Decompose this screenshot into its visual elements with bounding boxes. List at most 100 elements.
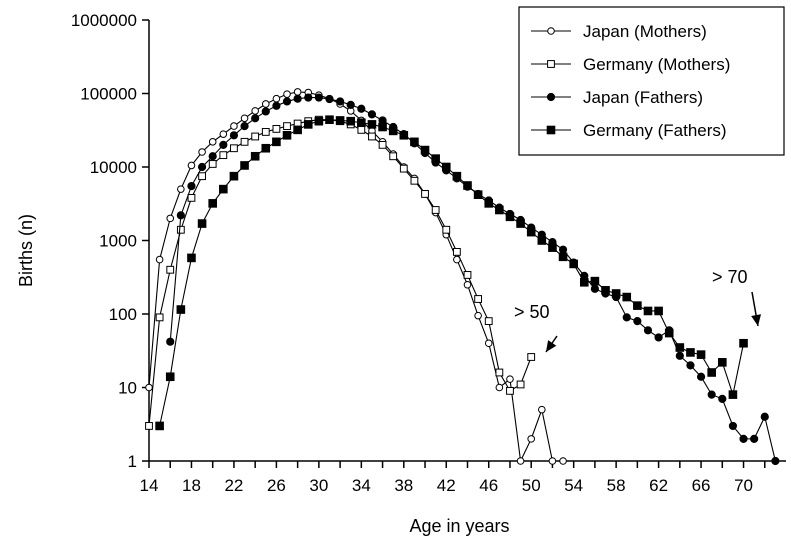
data-point — [198, 148, 206, 156]
data-point — [484, 317, 493, 326]
data-point — [463, 181, 472, 190]
data-point — [219, 151, 228, 160]
data-point — [357, 118, 366, 128]
data-point — [707, 390, 716, 399]
x-tick-label: 46 — [479, 476, 498, 495]
data-point — [240, 161, 249, 170]
data-point — [389, 152, 398, 161]
data-point — [282, 130, 292, 140]
data-point — [219, 130, 228, 138]
data-point — [177, 185, 185, 193]
x-tick-label: 54 — [564, 476, 583, 495]
data-point — [718, 358, 727, 367]
x-tick-label: 42 — [437, 476, 456, 495]
data-point — [643, 306, 653, 316]
data-point — [441, 162, 451, 172]
data-point — [166, 337, 175, 346]
data-point — [367, 110, 377, 119]
data-point — [431, 206, 440, 214]
data-point — [590, 284, 600, 293]
series-filled-square — [155, 115, 748, 431]
data-point — [654, 333, 663, 342]
data-point — [388, 126, 398, 136]
data-point — [187, 193, 196, 202]
data-point — [675, 343, 685, 352]
data-point — [208, 160, 217, 168]
data-point — [728, 421, 738, 431]
y-tick-label: 1 — [128, 452, 137, 471]
series-open-circle — [145, 88, 567, 465]
x-tick-label: 70 — [734, 476, 753, 495]
legend-marker — [546, 92, 556, 102]
data-point — [431, 154, 440, 163]
data-point — [145, 383, 153, 392]
data-point — [187, 161, 196, 170]
data-point — [293, 94, 302, 103]
data-point — [558, 245, 568, 254]
data-point — [579, 277, 589, 287]
series-line — [148, 119, 532, 426]
data-point — [303, 120, 313, 129]
data-point — [155, 255, 164, 264]
data-point — [261, 100, 270, 108]
data-point — [155, 313, 164, 322]
legend-label: Japan (Fathers) — [583, 88, 703, 107]
x-tick-label: 26 — [267, 476, 286, 495]
data-point — [559, 457, 567, 465]
data-point — [410, 137, 419, 147]
data-point — [654, 306, 663, 316]
legend-label: Japan (Mothers) — [583, 22, 707, 41]
y-tick-label: 100 — [109, 305, 137, 324]
data-point — [505, 212, 515, 222]
legend-marker — [547, 60, 555, 68]
data-point — [548, 243, 557, 252]
data-point — [474, 295, 483, 303]
data-point — [251, 107, 259, 115]
data-point — [527, 353, 536, 361]
data-point — [484, 199, 494, 208]
data-point — [601, 286, 610, 295]
data-point — [272, 94, 281, 103]
data-point — [378, 140, 387, 149]
data-point — [771, 456, 780, 466]
data-point — [251, 114, 260, 123]
data-point — [696, 350, 706, 359]
series-line — [148, 91, 564, 463]
data-point — [750, 434, 759, 443]
data-point — [230, 122, 238, 130]
data-point — [590, 276, 600, 286]
data-point — [367, 120, 377, 129]
data-point — [325, 94, 334, 104]
data-point — [357, 125, 366, 134]
data-point — [283, 90, 291, 98]
data-point — [208, 152, 217, 161]
data-point — [495, 368, 504, 377]
data-point — [240, 122, 249, 131]
data-point — [250, 151, 260, 161]
legend-label: Germany (Fathers) — [583, 121, 727, 140]
data-point — [633, 301, 642, 310]
data-point — [611, 289, 621, 298]
x-tick-label: 30 — [309, 476, 328, 495]
data-point — [187, 181, 196, 191]
data-point — [622, 292, 632, 302]
data-point — [484, 339, 493, 348]
data-point — [197, 219, 207, 228]
axes: 1 10 100 1000 10000 100000 1000000 14 18 22 26 30 34… — [16, 11, 786, 536]
data-point — [622, 313, 631, 322]
data-point — [739, 434, 748, 443]
data-point — [176, 211, 185, 220]
data-point — [664, 328, 674, 338]
data-point — [166, 214, 175, 223]
data-point — [463, 271, 472, 279]
data-point — [293, 125, 302, 135]
data-point — [452, 171, 462, 181]
annotation-label: > 70 — [712, 267, 748, 287]
data-point — [686, 361, 695, 370]
y-tick-label: 1000000 — [71, 11, 137, 30]
data-point — [420, 145, 430, 155]
data-point — [346, 100, 355, 109]
data-point — [633, 317, 642, 326]
data-point — [304, 93, 313, 102]
data-point — [718, 394, 727, 403]
